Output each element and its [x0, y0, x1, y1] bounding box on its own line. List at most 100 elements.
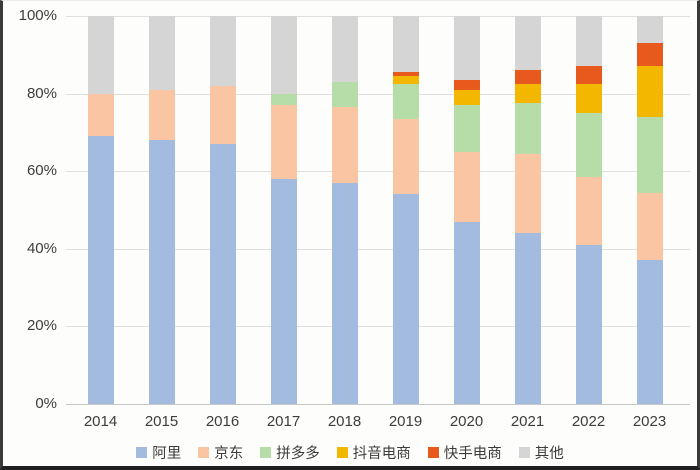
legend-marker-jd-icon [198, 447, 210, 458]
bar-segment-ali-2021 [514, 233, 541, 404]
bar-segment-jd-2022 [575, 177, 602, 245]
bar-2021 [514, 16, 541, 404]
legend-label: 拼多多 [276, 446, 320, 462]
legend-marker-ali-icon [136, 447, 148, 458]
legend-marker-others-icon [518, 447, 530, 458]
bar-segment-kuaishou-2023 [636, 43, 663, 67]
legend-label: 其他 [534, 446, 564, 462]
gridline-80pct [66, 94, 690, 95]
bar-segment-jd-2021 [514, 153, 541, 234]
legend-marker-douyin-icon [336, 447, 348, 458]
bar-segment-others-2017 [270, 16, 297, 94]
legend-marker-kuaishou-icon [427, 447, 439, 458]
bar-segment-jd-2019 [392, 118, 419, 195]
legend-label: 阿里 [152, 446, 182, 462]
y-axis-tick-label: 20% [26, 317, 57, 334]
bar-segment-others-2023 [636, 16, 663, 44]
legend: 阿里 京东 拼多多 抖音电商 快手电商 其他 [3, 442, 697, 463]
bar-2019 [392, 16, 419, 404]
x-axis-tick-label: 2022 [571, 413, 606, 430]
bar-segment-jd-2014 [87, 93, 114, 137]
bar-segment-kuaishou-2022 [575, 66, 602, 84]
bar-segment-jd-2016 [209, 85, 236, 145]
x-axis-tick-label: 2020 [449, 413, 484, 430]
y-axis-tick-label: 80% [26, 85, 57, 102]
gridline-40pct [66, 249, 690, 250]
x-axis-tick-label: 2018 [327, 413, 362, 430]
bar-2017 [270, 16, 297, 404]
bar-segment-kuaishou-2021 [514, 70, 541, 84]
bar-segment-others-2018 [331, 16, 358, 82]
bar-segment-jd-2020 [453, 151, 480, 222]
bar-segment-jd-2015 [148, 89, 175, 141]
gridline-60pct [66, 171, 690, 172]
bar-segment-douyin-2020 [453, 89, 480, 106]
bar-segment-pinduoduo-2019 [392, 83, 419, 119]
bar-segment-douyin-2021 [514, 83, 541, 104]
legend-marker-pinduoduo-icon [260, 447, 272, 458]
bar-segment-ali-2020 [453, 221, 480, 404]
gridline-20pct [66, 326, 690, 327]
bar-segment-others-2015 [148, 16, 175, 90]
x-axis-tick-label: 2021 [510, 413, 545, 430]
bar-segment-others-2020 [453, 16, 480, 81]
bar-2014 [87, 16, 114, 404]
legend-item-pinduoduo: 拼多多 [260, 442, 320, 463]
x-axis-tick-label: 2017 [266, 413, 301, 430]
legend-label: 快手电商 [443, 446, 502, 462]
bar-segment-ali-2014 [87, 136, 114, 404]
bar-segment-douyin-2023 [636, 66, 663, 117]
bar-segment-pinduoduo-2017 [270, 93, 297, 106]
y-axis-tick-label: 40% [26, 240, 57, 257]
legend-item-ali: 阿里 [136, 442, 181, 463]
x-axis-tick-label: 2019 [388, 413, 423, 430]
legend-item-jd: 京东 [198, 442, 243, 463]
bar-segment-pinduoduo-2020 [453, 105, 480, 152]
bar-2022 [575, 16, 602, 404]
bar-segment-jd-2018 [331, 107, 358, 183]
bar-segment-jd-2017 [270, 105, 297, 179]
bar-segment-others-2019 [392, 16, 419, 73]
bar-2018 [331, 16, 358, 404]
x-axis-tick-label: 2016 [205, 413, 240, 430]
bar-2015 [148, 16, 175, 404]
legend-label: 京东 [214, 446, 244, 462]
legend-item-kuaishou: 快手电商 [427, 442, 502, 463]
bar-segment-others-2016 [209, 16, 236, 86]
bar-2016 [209, 16, 236, 404]
x-axis-tick-label: 2015 [144, 413, 179, 430]
bar-segment-ali-2022 [575, 244, 602, 404]
bar-segment-ali-2018 [331, 182, 358, 404]
gridline-0pct [66, 404, 690, 405]
bar-segment-jd-2023 [636, 192, 663, 261]
bar-segment-others-2021 [514, 16, 541, 71]
bar-segment-others-2022 [575, 16, 602, 67]
x-axis-tick-label: 2014 [83, 413, 118, 430]
bar-segment-ali-2019 [392, 194, 419, 404]
bar-segment-pinduoduo-2021 [514, 103, 541, 154]
y-axis-tick-label: 0% [35, 395, 57, 412]
y-axis-tick-label: 60% [26, 162, 57, 179]
plot-area [66, 16, 690, 405]
gridline-100pct [66, 16, 690, 17]
x-axis-tick-label: 2023 [632, 413, 667, 430]
legend-label: 抖音电商 [352, 446, 411, 462]
bar-segment-ali-2023 [636, 260, 663, 404]
bar-segment-ali-2015 [148, 140, 175, 404]
bar-2020 [453, 16, 480, 404]
bar-segment-kuaishou-2019 [392, 72, 419, 77]
bar-segment-pinduoduo-2023 [636, 116, 663, 193]
bar-segment-others-2014 [87, 16, 114, 94]
bar-2023 [636, 16, 663, 404]
bar-segment-kuaishou-2020 [453, 80, 480, 90]
legend-item-douyin: 抖音电商 [336, 442, 411, 463]
bar-segment-douyin-2022 [575, 83, 602, 114]
bar-segment-ali-2016 [209, 144, 236, 404]
bar-segment-douyin-2019 [392, 76, 419, 84]
bar-segment-ali-2017 [270, 178, 297, 404]
y-axis-tick-label: 100% [18, 7, 57, 24]
bar-segment-pinduoduo-2022 [575, 113, 602, 178]
legend-item-others: 其他 [518, 442, 564, 463]
bar-segment-pinduoduo-2018 [331, 81, 358, 108]
